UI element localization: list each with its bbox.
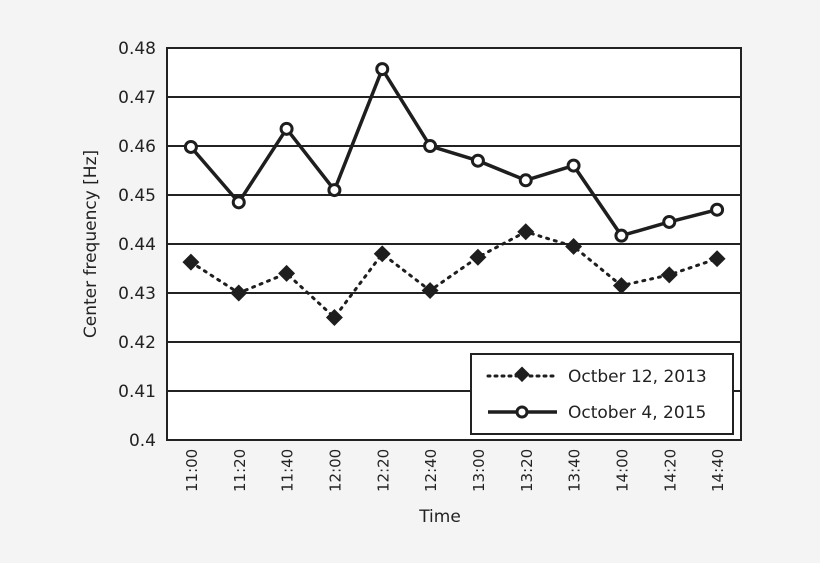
x-tick-label: 13:00 xyxy=(470,449,488,492)
circle-marker xyxy=(710,202,725,217)
x-tick-label: 13:20 xyxy=(518,449,536,492)
y-tick-label: 0.48 xyxy=(118,39,156,59)
y-axis-title: Center frequency [Hz] xyxy=(81,150,101,338)
series-lines xyxy=(182,62,726,326)
diamond-marker xyxy=(517,223,535,241)
legend-box xyxy=(470,353,734,435)
x-tick-label: 11:20 xyxy=(231,449,249,492)
y-axis-ticks: 0.4 0.41 0.42 0.43 0.44 0.45 0.46 0.47 0.48 xyxy=(118,39,156,451)
diamond-marker xyxy=(325,309,343,326)
y-tick-label: 0.47 xyxy=(118,88,156,108)
circle-marker xyxy=(470,153,485,168)
x-axis-ticks: 11:00 11:20 11:40 12:00 12:20 12:40 13:00 13:20… xyxy=(183,449,727,492)
y-tick-label: 0.41 xyxy=(118,382,156,402)
y-tick-label: 0.45 xyxy=(118,186,156,206)
diamond-marker xyxy=(421,282,439,300)
x-tick-label: 12:00 xyxy=(326,449,344,492)
diamond-marker xyxy=(230,284,248,302)
circle-marker xyxy=(231,195,246,210)
y-tick-label: 0.44 xyxy=(118,235,156,255)
x-tick-label: 14:40 xyxy=(709,449,727,492)
y-tick-label: 0.43 xyxy=(118,284,156,304)
circle-marker-icon xyxy=(515,405,529,419)
y-tick-label: 0.4 xyxy=(129,431,156,451)
diamond-marker xyxy=(469,248,487,266)
y-tick-label: 0.46 xyxy=(118,137,156,157)
legend-label-2015: October 4, 2015 xyxy=(568,403,706,423)
circle-marker xyxy=(423,139,438,153)
diamond-marker xyxy=(565,237,583,255)
diamond-marker xyxy=(612,277,630,295)
series-line-0 xyxy=(189,230,719,320)
x-axis-title: Time xyxy=(418,507,461,527)
x-tick-label: 12:20 xyxy=(374,449,392,492)
x-tick-label: 14:20 xyxy=(661,449,679,492)
circle-marker xyxy=(566,158,581,173)
circle-marker xyxy=(518,173,533,188)
diamond-marker xyxy=(660,266,678,284)
x-tick-label: 13:40 xyxy=(566,449,584,492)
circle-marker xyxy=(662,214,677,229)
circle-marker xyxy=(614,228,629,243)
x-tick-label: 11:00 xyxy=(183,449,201,492)
diamond-marker-icon xyxy=(514,366,530,383)
diamond-marker xyxy=(278,264,296,282)
y-tick-label: 0.42 xyxy=(118,333,156,353)
circle-marker xyxy=(279,121,294,136)
circle-marker xyxy=(183,139,198,154)
legend-label-2013: Octber 12, 2013 xyxy=(568,367,707,387)
x-tick-label: 12:40 xyxy=(422,449,440,492)
x-tick-label: 11:40 xyxy=(279,449,297,492)
diamond-marker xyxy=(373,245,391,263)
legend: Octber 12, 2013 October 4, 2015 xyxy=(470,353,734,435)
series-line-1 xyxy=(189,65,718,238)
x-tick-label: 14:00 xyxy=(613,449,631,492)
diamond-marker xyxy=(182,253,200,271)
circle-marker xyxy=(327,183,342,198)
circle-marker xyxy=(375,62,390,77)
